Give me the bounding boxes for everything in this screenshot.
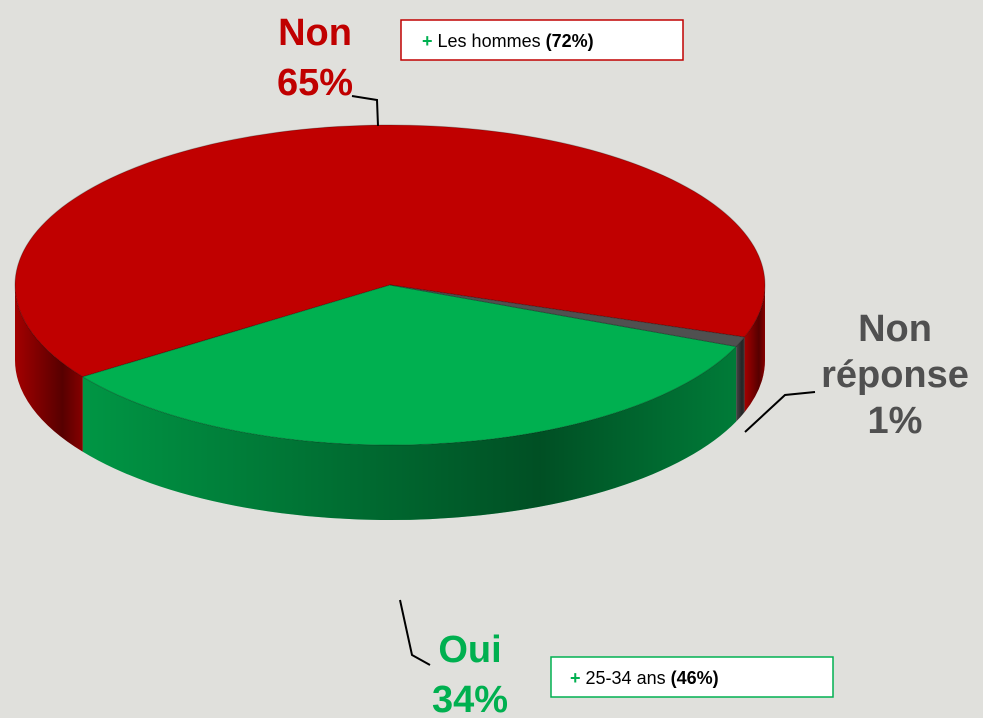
slice-label: Non réponse <box>821 308 969 396</box>
slice-side-shade <box>15 285 83 452</box>
annotation-box <box>550 656 834 698</box>
annotation-text: + Les hommes (72%) <box>422 31 594 51</box>
slice <box>81 284 738 446</box>
value: (72%) <box>546 31 594 51</box>
slice-label: Oui <box>438 629 501 671</box>
slice <box>389 284 746 348</box>
slice-side-shade <box>736 337 745 422</box>
annotation: + Les hommes (72%) <box>400 19 684 61</box>
value-label: 65% <box>277 62 353 104</box>
slice-label-wrap: Non réponse 1% <box>810 306 980 444</box>
annotation: + 25-34 ans (46%) <box>550 656 834 698</box>
text: Les hommes <box>438 31 541 51</box>
plus: + <box>422 31 433 51</box>
text: 25-34 ans <box>586 668 666 688</box>
slice <box>14 124 766 378</box>
annotation-box <box>400 19 684 61</box>
value: (46%) <box>671 668 719 688</box>
pie <box>14 124 766 520</box>
slice-label: Non <box>278 12 352 54</box>
slice-side-shade <box>744 285 765 413</box>
annotation-text: + 25-34 ans (46%) <box>570 668 719 688</box>
value-label: 1% <box>867 400 923 442</box>
leader-line <box>399 599 431 666</box>
leader-line <box>744 391 816 433</box>
value-label: 34% <box>432 679 508 718</box>
plus: + <box>570 668 581 688</box>
leader-line <box>351 95 379 127</box>
slice-side-shade <box>82 346 737 520</box>
